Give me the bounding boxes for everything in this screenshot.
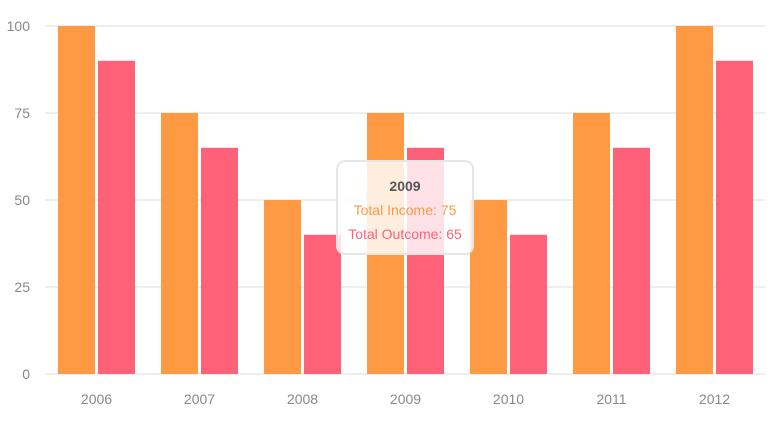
x-tick-label: 2009 (390, 391, 421, 407)
bar-outcome-2006[interactable] (98, 60, 135, 375)
x-tick-label: 2011 (596, 391, 626, 407)
bar-income-2007[interactable] (161, 113, 198, 374)
x-tick-label: 2007 (184, 391, 215, 407)
y-tick-label: 50 (14, 192, 30, 208)
chart-tooltip: 2009 Total Income: 75 Total Outcome: 65 (336, 160, 474, 255)
y-tick-label: 0 (22, 366, 30, 382)
bar-income-2008[interactable] (264, 200, 301, 374)
bar-outcome-2012[interactable] (716, 60, 753, 375)
bar-outcome-2007[interactable] (201, 147, 238, 374)
y-tick-label: 100 (7, 18, 31, 34)
tooltip-outcome: Total Outcome: 65 (348, 226, 462, 242)
x-tick-label: 2012 (699, 391, 730, 407)
bar-income-2010[interactable] (470, 200, 507, 374)
y-axis-tick-labels: 0 25 50 75 100 (7, 18, 31, 382)
tooltip-income: Total Income: 75 (353, 202, 457, 218)
bar-income-2006[interactable] (58, 26, 95, 374)
bar-income-2011[interactable] (573, 113, 610, 374)
x-tick-label: 2006 (81, 391, 112, 407)
bar-outcome-2008[interactable] (304, 234, 341, 374)
tooltip-title: 2009 (389, 178, 421, 194)
x-tick-label: 2010 (493, 391, 524, 407)
x-tick-label: 2008 (287, 391, 318, 407)
bar-income-2012[interactable] (676, 26, 713, 374)
x-axis-tick-labels: 2006 2007 2008 2009 2010 2011 2012 (81, 391, 730, 407)
y-tick-label: 75 (14, 105, 30, 121)
y-tick-label: 25 (14, 279, 30, 295)
bar-outcome-2011[interactable] (613, 147, 650, 374)
bar-outcome-2010[interactable] (510, 234, 547, 374)
